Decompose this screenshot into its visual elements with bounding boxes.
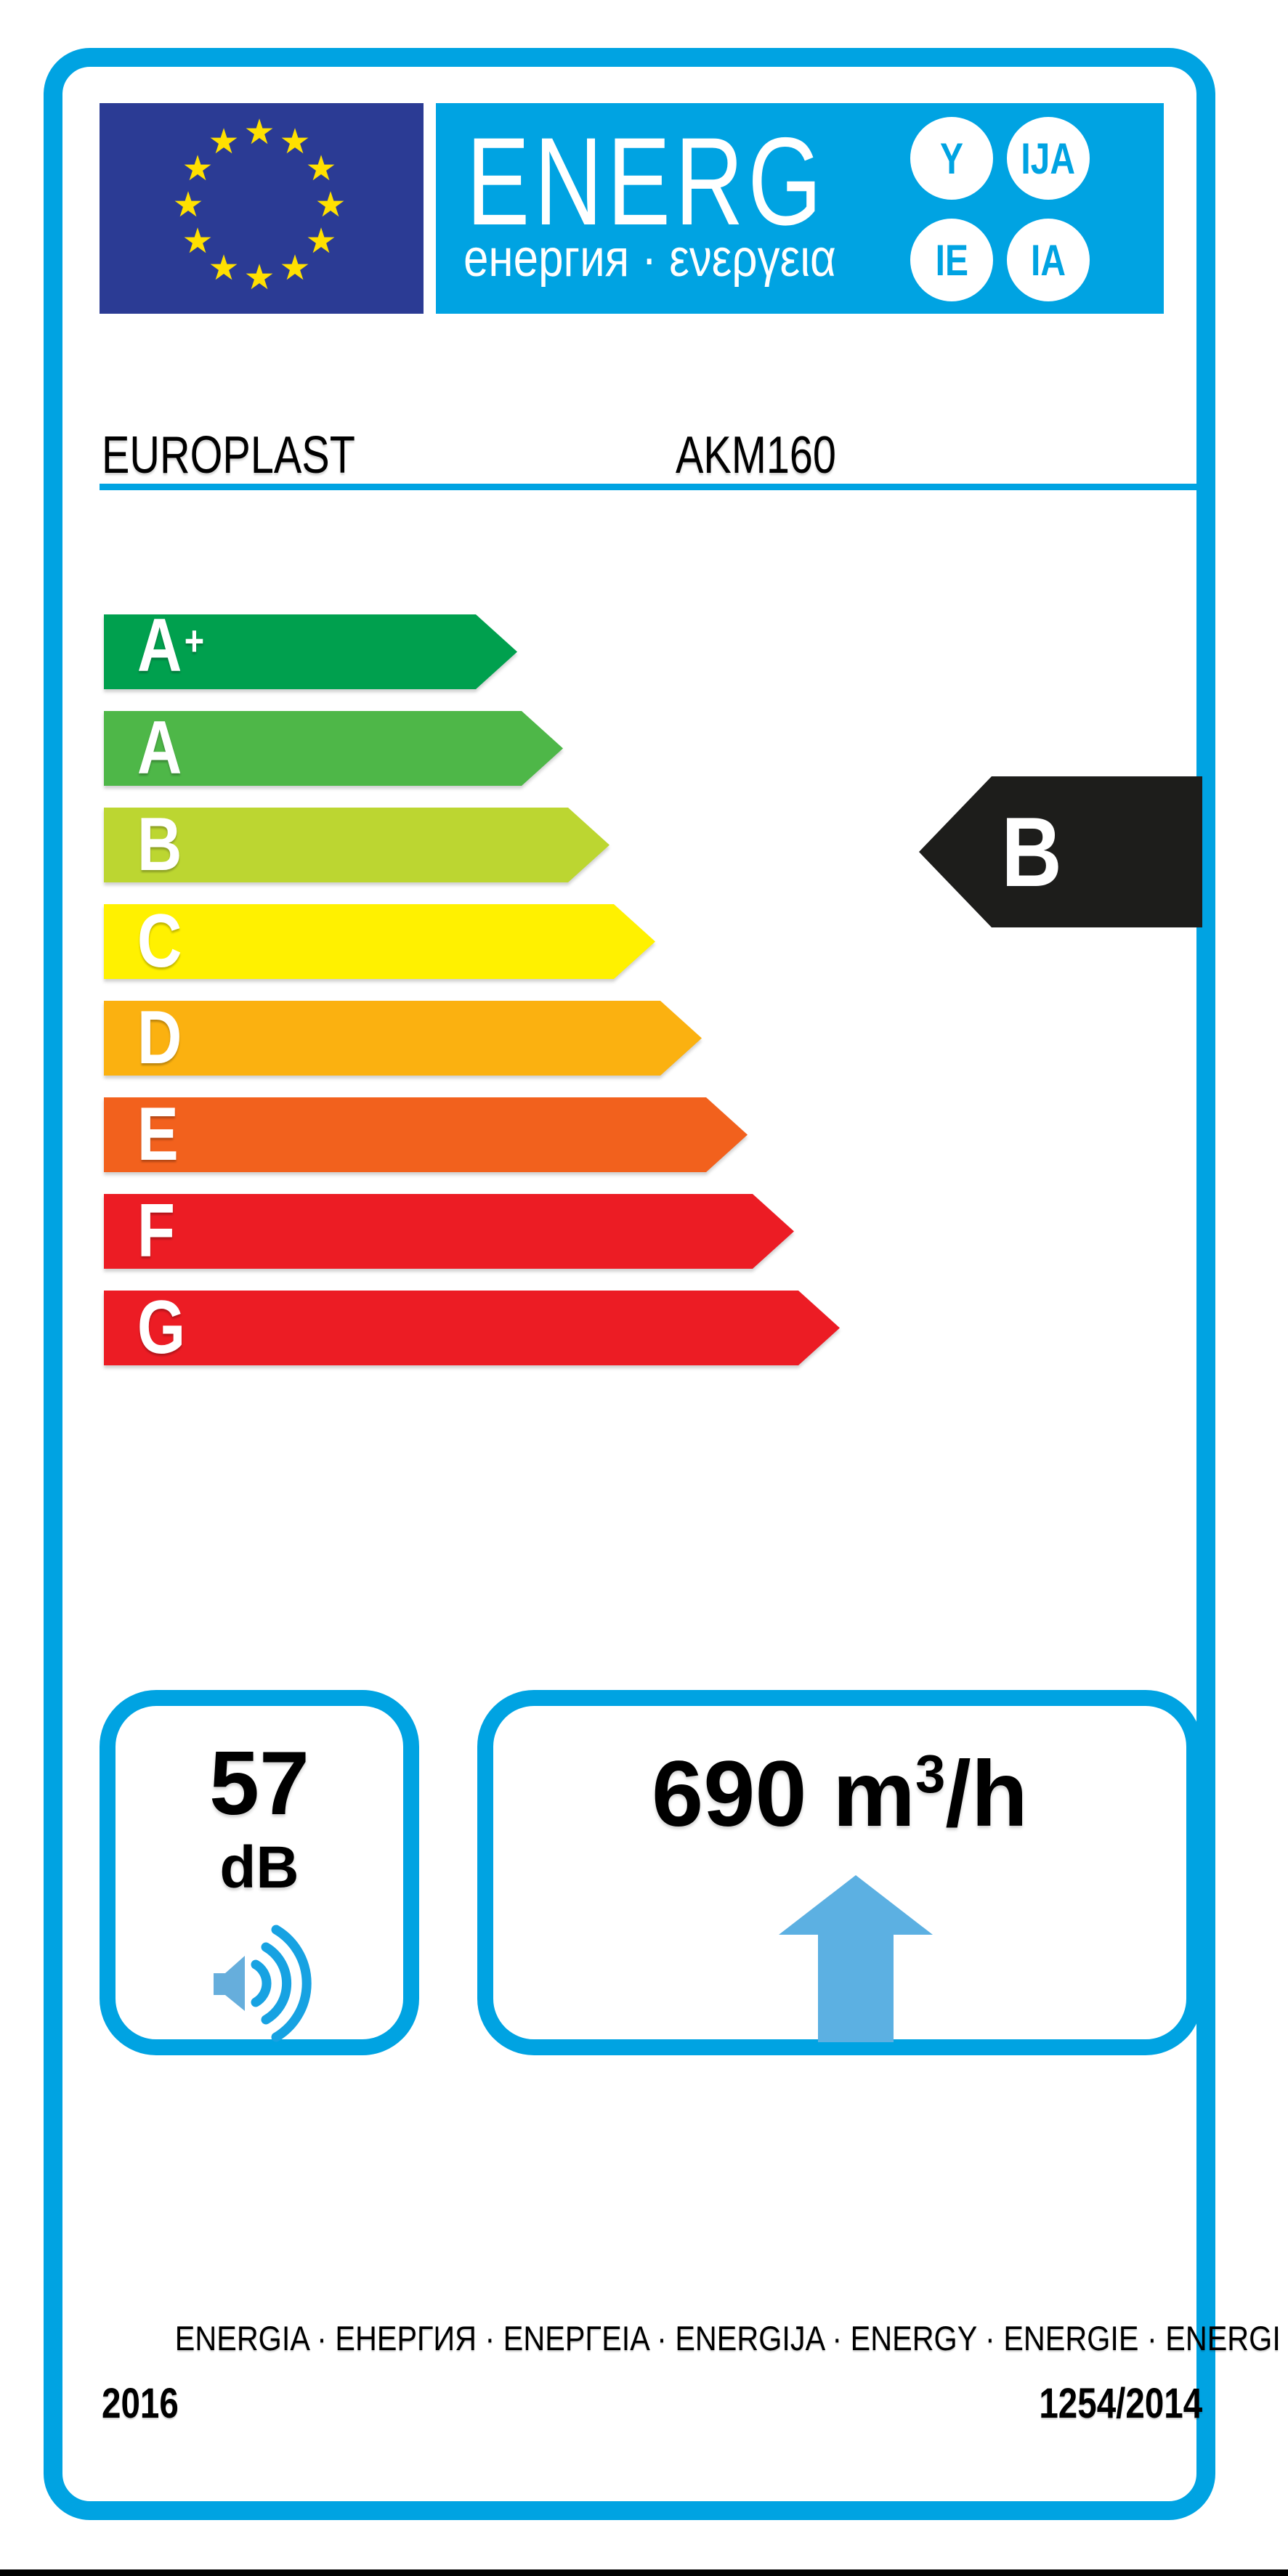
energ-banner: ENERG енергия · ενεργεια Y IJA IE IA [436,103,1164,314]
energy-class-bar: E [104,1097,748,1172]
energy-class-label: E [137,1092,179,1177]
energy-class-label: A [137,706,182,790]
eu-flag-star-icon: ★ [208,249,240,288]
energy-class-label: B [137,803,182,887]
airflow-value-line: 690 m3/h [493,1741,1186,1848]
airflow-unit: m3/h [833,1742,1028,1846]
energy-class-row-g: G [104,1291,840,1365]
eu-flag-star-icon: ★ [182,150,214,188]
eu-flag-star-icon: ★ [172,186,204,224]
eu-flag-star-icon: ★ [208,123,240,161]
energy-class-label: D [137,996,182,1080]
eu-flag-star-icon: ★ [243,113,275,152]
footer-year: 2016 [102,2380,179,2427]
energy-class-label: G [137,1285,186,1370]
airflow-box: 690 m3/h [477,1690,1202,2055]
brand-name: EUROPLAST [102,426,355,484]
airflow-up-arrow-icon [779,1875,933,2042]
energy-class-bar: B [104,808,609,882]
speaker-icon [214,1925,312,2042]
bottom-edge-line [0,2569,1288,2576]
eu-flag-star-icon: ★ [279,249,311,288]
noise-value: 57 [209,1734,309,1834]
energy-class-bar: A+ [104,614,517,689]
header-divider [100,484,1202,490]
noise-unit: dB [219,1835,299,1901]
energy-class-row-a-plus: A+ [104,614,517,689]
energy-class-bar: G [104,1291,840,1365]
airflow-value: 690 [652,1742,807,1846]
energy-class-row-d: D [104,1001,702,1076]
energ-subtitle: енергия · ενεργεια [463,229,836,288]
energy-class-row-c: C [104,904,655,979]
energy-class-row-b: B [104,808,609,882]
energy-class-label: C [137,899,182,983]
energy-class-row-f: F [104,1194,794,1269]
eu-flag-star-icon: ★ [182,222,214,261]
energy-class-bar: F [104,1194,794,1269]
language-badge-ie: IE [910,219,993,301]
eu-flag-star-icon: ★ [243,259,275,297]
energy-class-bar: D [104,1001,702,1076]
eu-flag-star-icon: ★ [305,150,337,188]
energy-class-label: A+ [137,604,205,688]
eu-flag-star-icon: ★ [315,186,347,224]
language-badge-ia: IA [1007,219,1090,301]
language-badge-ija: IJA [1007,117,1090,200]
rating-letter: B [1001,797,1062,907]
noise-box: 57 dB [100,1690,419,2055]
energy-class-bar: C [104,904,655,979]
eu-flag: ★ ★ ★ ★ ★ ★ ★ ★ ★ ★ ★ ★ [100,103,424,314]
model-name: AKM160 [676,426,836,484]
energy-class-bar: A [104,711,563,786]
energy-class-row-a: A [104,711,563,786]
energy-class-label: F [137,1189,176,1273]
energy-class-row-e: E [104,1097,748,1172]
language-badge-y: Y [910,117,993,200]
eu-flag-star-icon: ★ [279,123,311,161]
footer-regulation: 1254/2014 [1039,2380,1202,2427]
product-row: EUROPLAST AKM160 [0,429,1288,482]
footer-energy-words: ENERGIA · ЕНЕРГИЯ · ΕΝΕΡΓΕΙΑ · ENERGIJA … [174,2319,1281,2357]
label-border-frame [44,48,1215,2520]
footer-row: 2016 1254/2014 [100,2382,1202,2426]
eu-flag-star-icon: ★ [305,222,337,261]
energ-wordmark: ENERG [466,112,827,251]
